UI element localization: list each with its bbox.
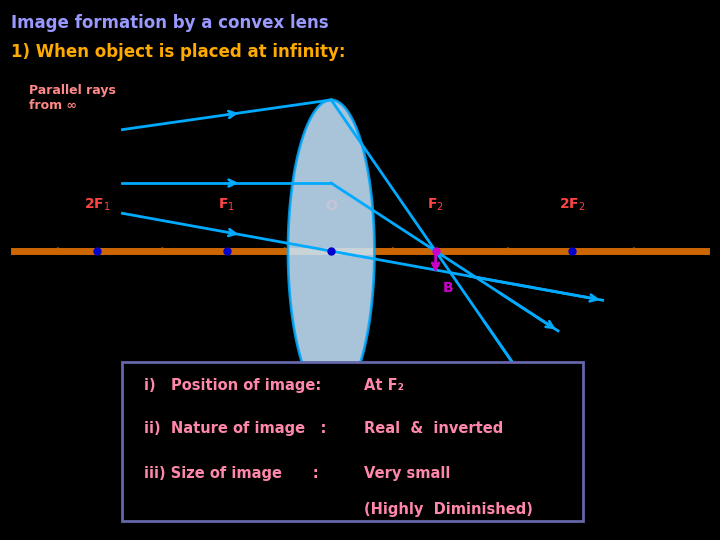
FancyBboxPatch shape (122, 362, 583, 521)
Text: Real  &  inverted: Real & inverted (364, 421, 503, 436)
Text: O: O (325, 199, 337, 213)
Text: (Highly  Diminished): (Highly Diminished) (364, 502, 533, 517)
Text: i)   Position of image:: i) Position of image: (144, 378, 326, 393)
Polygon shape (288, 100, 374, 402)
Text: Image formation by a convex lens: Image formation by a convex lens (11, 14, 328, 31)
Text: ii)  Nature of image   :: ii) Nature of image : (144, 421, 331, 436)
Text: F$_2$: F$_2$ (427, 197, 444, 213)
Text: 2F$_1$: 2F$_1$ (84, 197, 110, 213)
Text: F$_1$: F$_1$ (218, 197, 235, 213)
Text: At F₂: At F₂ (364, 378, 404, 393)
Text: Parallel rays
from ∞: Parallel rays from ∞ (29, 84, 116, 112)
Text: 2F$_2$: 2F$_2$ (559, 197, 585, 213)
Text: 1) When object is placed at infinity:: 1) When object is placed at infinity: (11, 43, 346, 61)
Text: iii) Size of image      :: iii) Size of image : (144, 466, 324, 481)
Text: Very small: Very small (364, 466, 450, 481)
Text: B: B (443, 281, 454, 295)
